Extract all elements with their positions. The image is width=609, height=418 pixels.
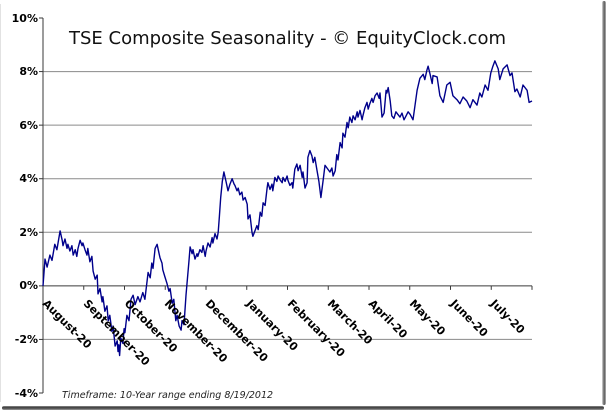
y-tick-label: 0% [19,279,38,293]
y-tick-label: -4% [14,386,38,400]
y-tick-label: -2% [14,332,38,346]
timeframe-footnote: Timeframe: 10-Year range ending 8/19/201… [62,390,274,401]
frame-shadow-right [602,1,606,405]
chart-title: TSE Composite Seasonality - © EquityCloc… [68,28,507,49]
y-tick-label: 4% [19,172,38,186]
series-line [42,60,533,357]
y-tick-label: 6% [19,118,38,132]
y-tick-label: 10% [11,11,38,25]
frame-shadow-bottom [2,406,604,410]
y-tick-label: 2% [19,225,38,239]
frame-edge-left [0,4,1,402]
y-tick-label: 8% [19,65,38,79]
